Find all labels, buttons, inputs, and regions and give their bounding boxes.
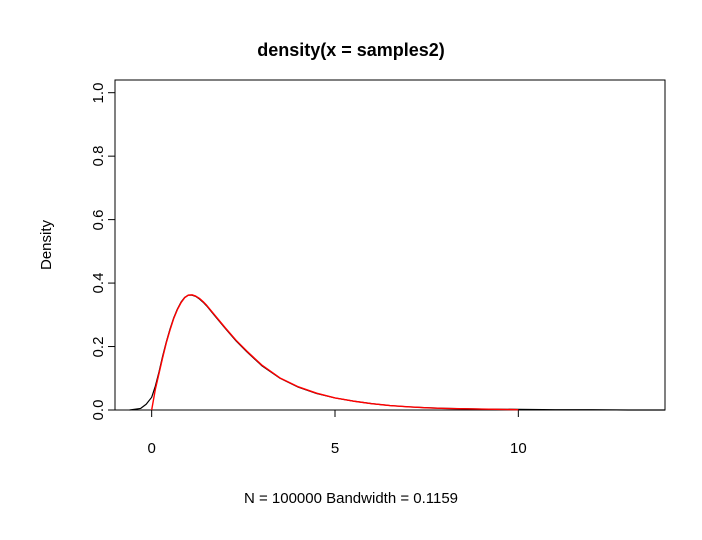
xtick-label: 10 — [498, 440, 538, 457]
y-ticks — [108, 93, 115, 410]
ytick-label: 1.0 — [90, 81, 107, 105]
ytick-label: 0.0 — [90, 398, 107, 422]
xtick-label: 5 — [315, 440, 355, 457]
series-group — [130, 295, 665, 410]
chart-container: density(x = samples2) Density N = 100000… — [0, 0, 702, 540]
series-density-red — [152, 295, 519, 410]
plot-frame — [115, 80, 665, 410]
ytick-label: 0.2 — [90, 335, 107, 359]
xtick-label: 0 — [132, 440, 172, 457]
ytick-label: 0.6 — [90, 208, 107, 232]
ytick-label: 0.8 — [90, 144, 107, 168]
series-density-black — [130, 295, 665, 410]
x-ticks — [152, 410, 519, 417]
ytick-label: 0.4 — [90, 271, 107, 295]
